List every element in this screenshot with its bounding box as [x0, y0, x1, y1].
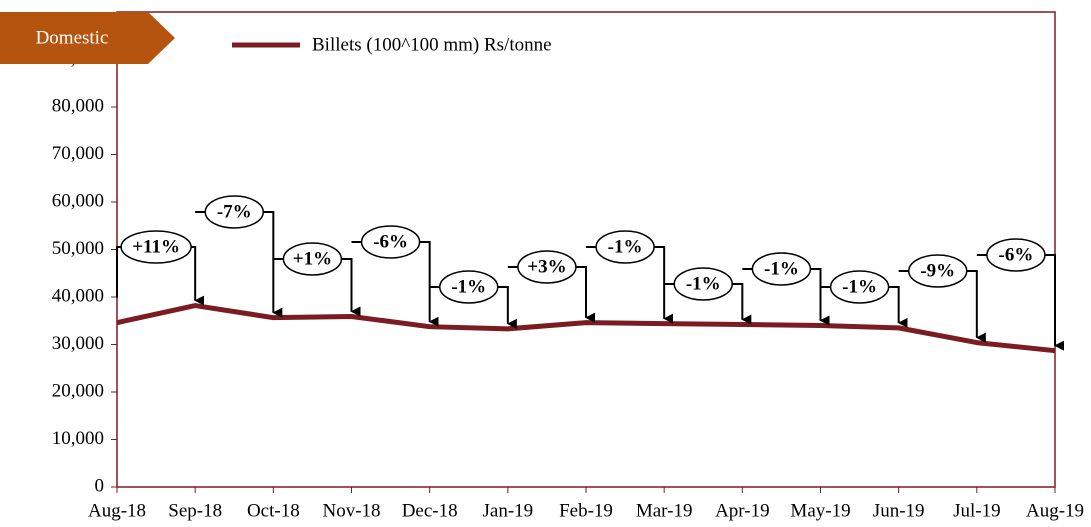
- y-tick-label: 50,000: [52, 238, 104, 259]
- badge-label: Domestic: [36, 27, 109, 48]
- annotation-bubble: [673, 267, 733, 301]
- annotation-bubble: [360, 225, 421, 259]
- annotation-bubble: [204, 195, 264, 229]
- plot-frame: [116, 11, 1056, 488]
- y-tick-label: 10,000: [52, 428, 104, 449]
- x-tick-label: Oct-18: [247, 500, 300, 521]
- x-tick-label: Aug-19: [1026, 500, 1084, 521]
- y-tick-label: 60,000: [52, 190, 104, 211]
- annotation-label: +3%: [527, 256, 566, 277]
- x-tick-label: Jul-19: [953, 500, 1001, 521]
- annotation-label: -6%: [999, 244, 1034, 265]
- annotation-bubble: [282, 242, 343, 276]
- annotation-label: -1%: [842, 276, 877, 297]
- y-tick-label: 30,000: [52, 333, 104, 354]
- y-tick-label: 0: [95, 475, 105, 496]
- annotation-label: -6%: [373, 231, 408, 252]
- x-tick-label: Jun-19: [873, 500, 925, 521]
- y-tick-label: 70,000: [52, 143, 104, 164]
- annotation-bubble: [986, 238, 1046, 272]
- x-tick-label: Mar-19: [636, 500, 693, 521]
- annotation-label: -1%: [451, 276, 486, 297]
- y-tick-label: 80,000: [52, 95, 104, 116]
- annotation-bubble: [595, 230, 655, 264]
- annotation-label: -9%: [920, 260, 955, 281]
- x-tick-label: Aug-18: [88, 500, 146, 521]
- annotation-label: -7%: [217, 201, 252, 222]
- annotation-label: -1%: [686, 273, 721, 294]
- x-tick-label: May-19: [790, 500, 850, 521]
- annotation-label: +1%: [293, 248, 332, 269]
- annotation-bubble: [751, 252, 812, 286]
- annotation-bubble: [829, 270, 890, 304]
- y-tick-label: 40,000: [52, 285, 104, 306]
- x-tick-label: Apr-19: [715, 500, 770, 521]
- annotation-bubble: [439, 270, 499, 304]
- x-tick-label: Feb-19: [559, 500, 613, 521]
- annotation-bubble: [120, 230, 192, 264]
- legend-label: Billets (100^100 mm) Rs/tonne: [312, 34, 552, 55]
- annotation-label: -1%: [764, 258, 799, 279]
- x-tick-label: Nov-18: [322, 500, 380, 521]
- annotation-label: -1%: [608, 236, 643, 257]
- badge: [0, 12, 175, 64]
- x-tick-label: Dec-18: [402, 500, 458, 521]
- annotation-bubble: [517, 250, 577, 284]
- x-tick-label: Jan-19: [483, 500, 534, 521]
- annotation-bubble: [908, 254, 968, 288]
- y-tick-label: 20,000: [52, 380, 104, 401]
- x-tick-label: Sep-18: [168, 500, 222, 521]
- annotation-label: +11%: [132, 236, 180, 257]
